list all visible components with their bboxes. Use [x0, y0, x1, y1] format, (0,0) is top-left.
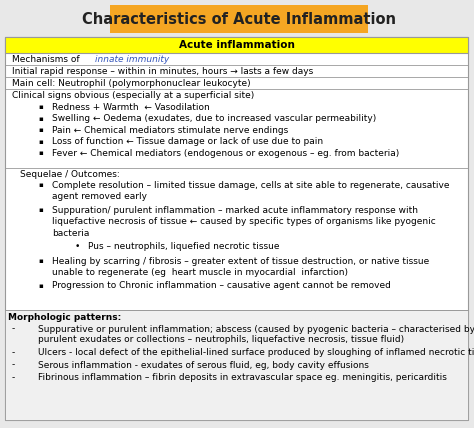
Text: Suppuration/ purulent inflammation – marked acute inflammatory response with: Suppuration/ purulent inflammation – mar…: [52, 205, 418, 214]
Text: Healing by scarring / fibrosis – greater extent of tissue destruction, or native: Healing by scarring / fibrosis – greater…: [52, 256, 429, 265]
Bar: [5, 37, 468, 420]
Text: ▪: ▪: [38, 116, 43, 122]
Text: -: -: [12, 360, 15, 369]
Text: ▪: ▪: [38, 207, 43, 213]
Text: bacteria: bacteria: [52, 229, 90, 238]
Text: Main cell: Neutrophil (polymorphonuclear leukocyte): Main cell: Neutrophil (polymorphonuclear…: [12, 78, 251, 87]
Text: Fibrinous inflammation – fibrin deposits in extravascular space eg. meningitis, : Fibrinous inflammation – fibrin deposits…: [38, 373, 447, 382]
Text: Loss of function ← Tissue damage or lack of use due to pain: Loss of function ← Tissue damage or lack…: [52, 137, 323, 146]
Text: Complete resolution – limited tissue damage, cells at site able to regenerate, c: Complete resolution – limited tissue dam…: [52, 181, 449, 190]
Text: ▪: ▪: [38, 283, 43, 289]
Text: Mechanisms of: Mechanisms of: [12, 54, 82, 63]
Text: unable to regenerate (eg  heart muscle in myocardial  infarction): unable to regenerate (eg heart muscle in…: [52, 268, 348, 277]
Text: Initial rapid response – within in minutes, hours → lasts a few days: Initial rapid response – within in minut…: [12, 66, 313, 75]
Text: Serous inflammation - exudates of serous fluid, eg, body cavity effusions: Serous inflammation - exudates of serous…: [38, 360, 369, 369]
Text: Pus – neutrophils, liquefied necrotic tissue: Pus – neutrophils, liquefied necrotic ti…: [88, 242, 280, 251]
Text: •: •: [75, 242, 81, 251]
Text: ▪: ▪: [38, 150, 43, 156]
Text: Progression to Chronic inflammation – causative agent cannot be removed: Progression to Chronic inflammation – ca…: [52, 282, 391, 291]
Text: agent removed early: agent removed early: [52, 192, 147, 201]
Text: ▪: ▪: [38, 182, 43, 188]
Text: liquefactive necrosis of tissue ← caused by specific types of organisms like pyo: liquefactive necrosis of tissue ← caused…: [52, 217, 436, 226]
Bar: [5, 37, 468, 53]
Text: ▪: ▪: [38, 258, 43, 264]
Text: Fever ← Chemical mediators (endogenous or exogenous – eg. from bacteria): Fever ← Chemical mediators (endogenous o…: [52, 149, 399, 158]
Text: -: -: [12, 348, 15, 357]
Text: Pain ← Chemical mediators stimulate nerve endings: Pain ← Chemical mediators stimulate nerv…: [52, 125, 288, 134]
Text: Redness + Warmth  ← Vasodilation: Redness + Warmth ← Vasodilation: [52, 102, 210, 112]
Text: ▪: ▪: [38, 104, 43, 110]
Text: Sequelae / Outcomes:: Sequelae / Outcomes:: [20, 169, 120, 178]
Text: Acute inflammation: Acute inflammation: [179, 40, 294, 50]
Text: -: -: [12, 324, 15, 333]
Text: Characteristics of Acute Inflammation: Characteristics of Acute Inflammation: [82, 12, 396, 27]
Text: -: -: [12, 373, 15, 382]
Text: Suppurative or purulent inflammation; abscess (caused by pyogenic bacteria – cha: Suppurative or purulent inflammation; ab…: [38, 324, 474, 333]
Text: Morphologic patterns:: Morphologic patterns:: [8, 313, 121, 323]
Bar: [110, 5, 368, 33]
Text: Clinical signs obvious (especially at a superficial site): Clinical signs obvious (especially at a …: [12, 90, 254, 99]
Text: ▪: ▪: [38, 139, 43, 145]
Text: purulent exudates or collections – neutrophils, liquefactive necrosis, tissue fl: purulent exudates or collections – neutr…: [38, 336, 404, 345]
Text: ▪: ▪: [38, 127, 43, 133]
Text: innate immunity: innate immunity: [95, 54, 169, 63]
Bar: [5, 310, 468, 420]
Text: Swelling ← Oedema (exudates, due to increased vascular permeability): Swelling ← Oedema (exudates, due to incr…: [52, 114, 376, 123]
Text: Ulcers - local defect of the epithelial-lined surface produced by sloughing of i: Ulcers - local defect of the epithelial-…: [38, 348, 474, 357]
